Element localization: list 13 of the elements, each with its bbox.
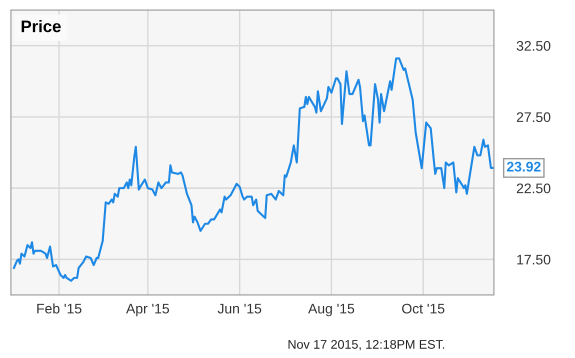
y-tick-label: 22.50 <box>516 183 550 194</box>
chart-title: Price <box>22 20 61 32</box>
x-tick-label: Feb '15 <box>37 303 82 314</box>
x-tick-label: Aug '15 <box>308 304 354 316</box>
y-tick-label: 17.50 <box>517 254 550 265</box>
x-tick-label: Jun '15 <box>218 304 262 314</box>
text: Nov 17 2015, 12:18PM EST. <box>288 340 444 350</box>
x-tick-label: Oct '15 <box>402 304 444 314</box>
y-tick-label: 27.50 <box>516 112 550 122</box>
annotation: 23.92 <box>506 162 541 172</box>
y-tick-label: 32.50 <box>516 40 550 51</box>
x-tick-label: Apr '15 <box>126 304 170 316</box>
line-series <box>12 57 494 282</box>
